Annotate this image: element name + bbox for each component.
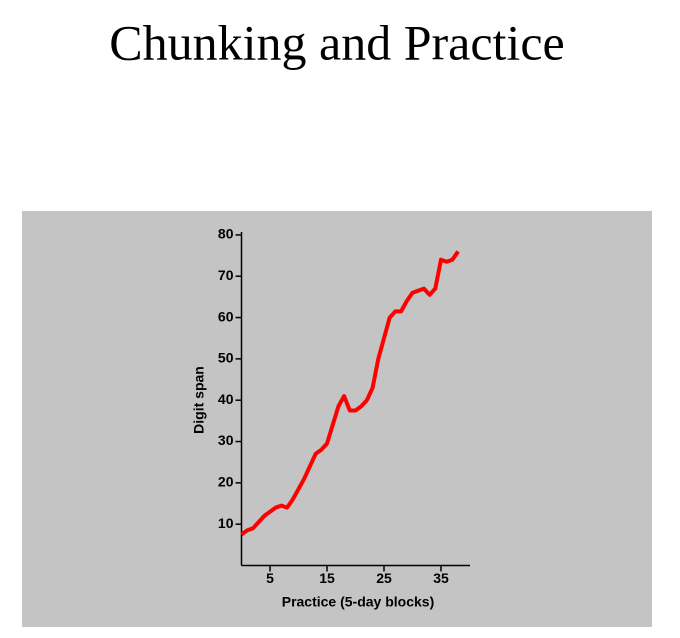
- y-axis-label: Digit span: [191, 366, 207, 434]
- y-tick-label: 30: [218, 432, 234, 448]
- y-tick-label: 80: [218, 226, 234, 242]
- y-tick-label: 60: [218, 308, 234, 324]
- x-axis-label: Practice (5-day blocks): [282, 594, 435, 610]
- y-tick-label: 20: [218, 474, 234, 490]
- data-line: [240, 250, 460, 537]
- x-tick-label: 15: [319, 570, 335, 586]
- x-tick-label: 25: [376, 570, 392, 586]
- slide-title: Chunking and Practice: [109, 14, 564, 70]
- x-tick-label: 5: [266, 570, 274, 586]
- y-tick-label: 40: [218, 391, 234, 407]
- y-tick-label: 50: [218, 350, 234, 366]
- chart-panel: [22, 211, 652, 627]
- y-tick-label: 10: [218, 515, 234, 531]
- x-tick-label: 35: [433, 570, 449, 586]
- y-tick-label: 70: [218, 267, 234, 283]
